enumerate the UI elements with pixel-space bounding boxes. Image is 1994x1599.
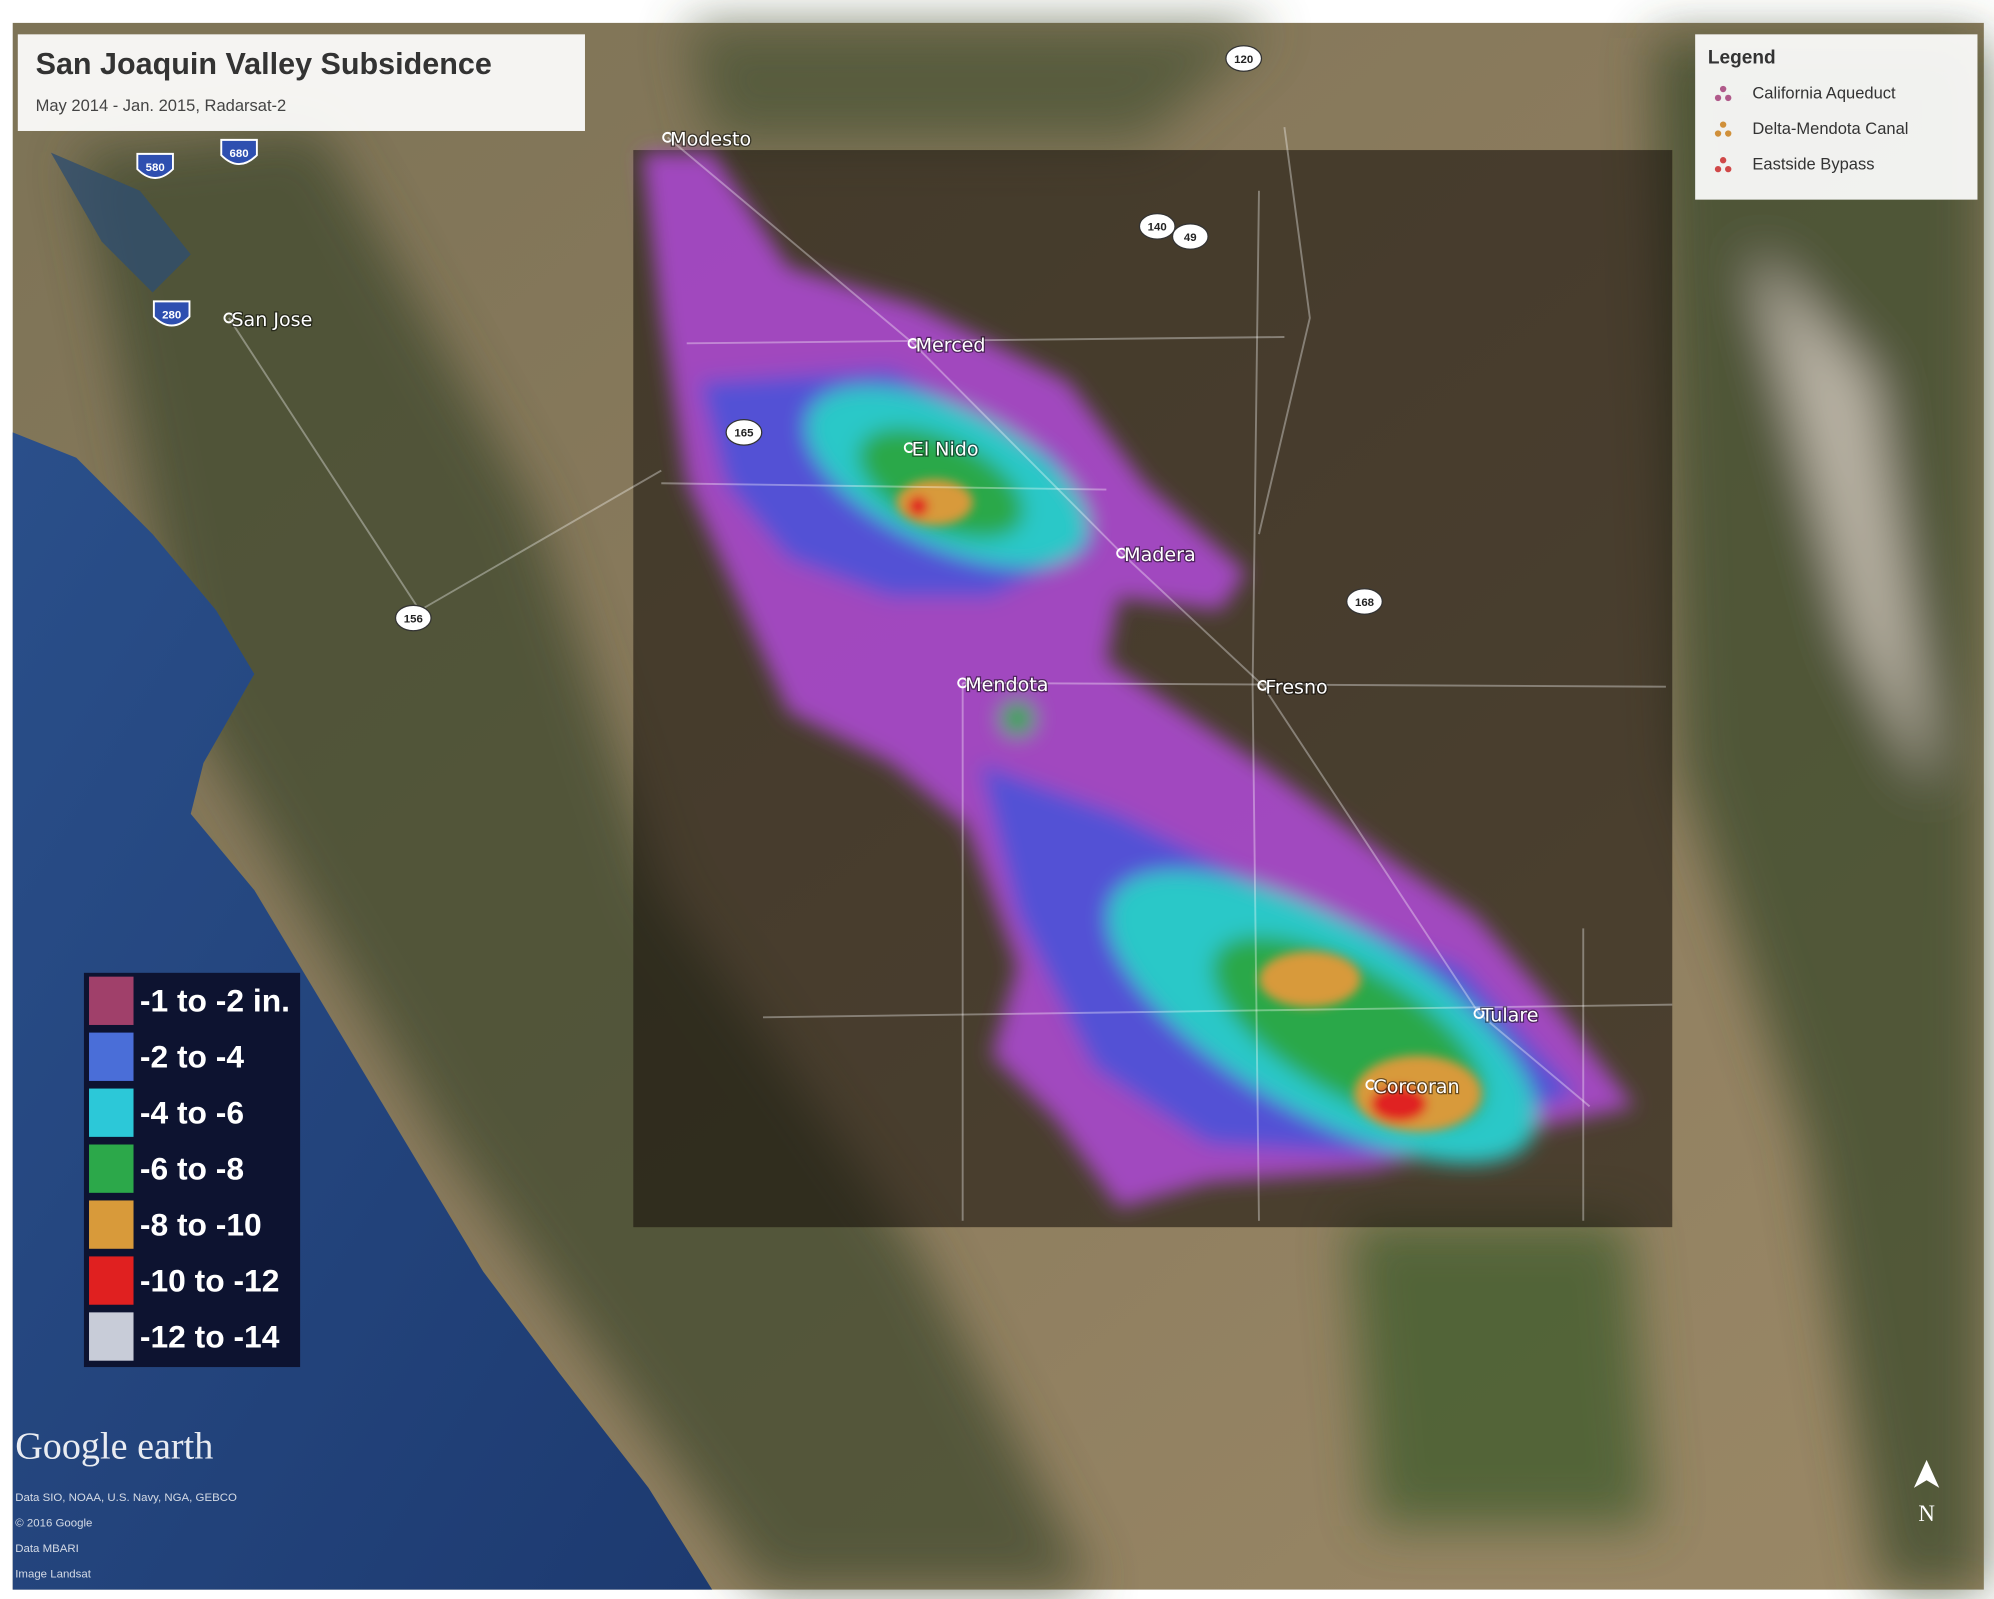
place-dot <box>907 337 919 349</box>
north-label: N <box>1918 1501 1935 1526</box>
attribution: Data SIO, NOAA, U.S. Navy, NGA, GEBCO © 2… <box>15 1492 237 1580</box>
place-label: Madera <box>1124 544 1195 566</box>
interstate-shield <box>152 300 191 327</box>
bay <box>50 152 191 293</box>
roads <box>228 127 1673 1221</box>
legend: California Aqueduct Delta-Mendota Canal Ea… <box>1714 83 1908 174</box>
legend-icon <box>1719 157 1727 164</box>
legend-icon <box>1725 94 1732 102</box>
highway-shield <box>394 604 432 632</box>
legend-icon <box>1719 121 1727 128</box>
scale-label: -4 to -6 <box>140 1095 244 1131</box>
place-dot <box>1473 1008 1485 1019</box>
place-label: Tulare <box>1481 1005 1539 1027</box>
attribution-line: © 2016 Google <box>15 1517 92 1529</box>
legend-icon <box>1714 130 1722 137</box>
scale-label: -6 to -8 <box>140 1151 244 1187</box>
scale-swatch <box>89 1032 134 1081</box>
place-label: Modesto <box>670 128 751 150</box>
highway-number: 49 <box>1184 232 1197 244</box>
highway-shield <box>725 419 763 446</box>
highway-shield <box>1171 223 1209 250</box>
legend-icon <box>1714 94 1722 102</box>
place-dot <box>1116 547 1128 559</box>
highway-shield <box>1346 588 1383 615</box>
place-label: San Jose <box>231 309 312 331</box>
place-dot <box>903 442 915 454</box>
legend-box <box>1695 34 1978 200</box>
scale-label: -2 to -4 <box>140 1039 244 1075</box>
highway-number: 156 <box>404 613 423 625</box>
scale-swatch <box>89 1200 134 1249</box>
legend-icon <box>1725 165 1732 173</box>
scale-swatch <box>89 976 134 1025</box>
place-dot <box>1365 1079 1377 1091</box>
highway-number: 280 <box>162 309 181 321</box>
scale-swatch <box>89 1312 134 1361</box>
subsidence-core <box>896 479 1482 1132</box>
legend-icon <box>1714 165 1722 173</box>
subtitle: May 2014 - Jan. 2015, Radarsat-2 <box>36 96 287 115</box>
legend-label: Delta-Mendota Canal <box>1752 119 1908 138</box>
branding: Google earth <box>15 1425 213 1467</box>
scale-label: -12 to -14 <box>140 1318 280 1354</box>
highway-number: 165 <box>734 428 754 440</box>
legend-label: California Aqueduct <box>1752 83 1896 102</box>
title: San Joaquin Valley Subsidence <box>36 47 492 81</box>
scale-label: -8 to -10 <box>140 1207 262 1243</box>
legend-title: Legend <box>1708 48 1776 69</box>
place-dot <box>662 131 674 143</box>
place-label: Merced <box>916 334 986 356</box>
place-dot <box>957 677 969 689</box>
highway-shield <box>1225 45 1263 72</box>
place-dot <box>1257 680 1269 691</box>
highway-number: 120 <box>1234 54 1253 66</box>
places: Modesto San Jose Merced El Nido Madera Mendot… <box>223 127 1540 1099</box>
color-scale: -1 to -2 in. -2 to -4 -4 to -6 -6 to -8 -8 t… <box>89 976 290 1361</box>
scale-swatch <box>89 1256 134 1305</box>
north-arrow <box>1913 1459 1940 1488</box>
interstate-shield <box>220 138 258 165</box>
highway-number: 680 <box>230 148 249 160</box>
attribution-line: Image Landsat <box>15 1568 91 1580</box>
attribution-line: Data SIO, NOAA, U.S. Navy, NGA, GEBCO <box>15 1492 237 1504</box>
highways: 120 580 680 280 140 49 165 156 168 <box>136 45 1383 632</box>
title-box <box>17 34 585 131</box>
attribution-line: Data MBARI <box>15 1543 79 1555</box>
scale-label: -1 to -2 in. <box>140 983 290 1019</box>
highway-number: 168 <box>1355 597 1375 609</box>
highway-shield <box>1138 213 1176 240</box>
legend-icon <box>1719 85 1727 93</box>
highway-number: 580 <box>146 162 165 174</box>
interstate-shield <box>136 152 174 179</box>
place-label: Fresno <box>1265 676 1327 698</box>
place-dot <box>223 312 235 324</box>
scale-label: -10 to -12 <box>140 1263 280 1299</box>
legend-icon <box>1725 130 1732 137</box>
place-label: Corcoran <box>1373 1076 1459 1098</box>
scale-swatch <box>89 1144 134 1193</box>
legend-label: Eastside Bypass <box>1752 155 1874 174</box>
place-label: Mendota <box>965 674 1048 696</box>
place-label: El Nido <box>912 439 979 461</box>
highway-number: 140 <box>1148 222 1167 234</box>
scale-swatch <box>89 1088 134 1137</box>
